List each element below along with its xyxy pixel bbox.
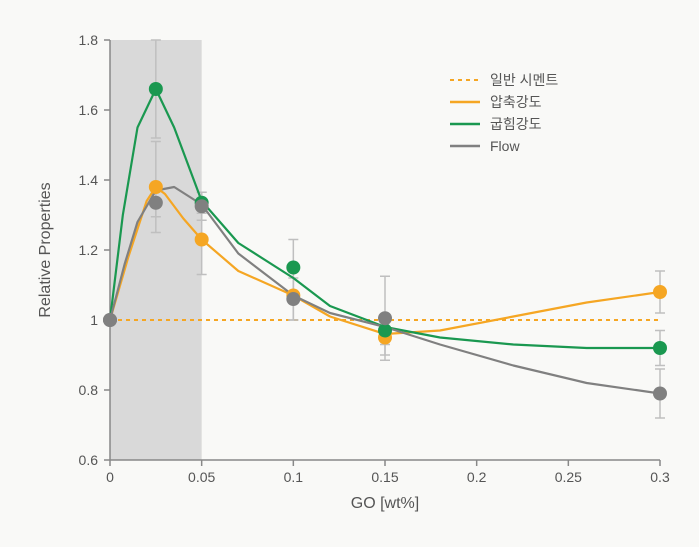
legend-label-ref: 일반 시멘트	[490, 72, 558, 88]
x-tick-label: 0.2	[467, 469, 487, 485]
y-tick-label: 1.8	[79, 32, 99, 48]
legend-label-flow: Flow	[490, 138, 520, 154]
origin-marker	[103, 313, 117, 327]
series-marker-flexural	[653, 341, 667, 355]
series-marker-flexural	[286, 261, 300, 275]
x-tick-label: 0.25	[555, 469, 582, 485]
chart-bg	[0, 0, 699, 547]
legend-label-compressive: 압축강도	[490, 94, 542, 110]
series-marker-flow	[195, 199, 209, 213]
x-tick-label: 0.1	[284, 469, 304, 485]
y-tick-label: 1.4	[79, 172, 99, 188]
y-axis-label: Relative Properties	[37, 182, 54, 317]
chart-svg: 0.6 0.8 1 1.2 1.4 1.6 1.8 0 0.05 0.1 0.15 0.2 0.25 0.…	[0, 0, 699, 547]
x-tick-label: 0.15	[371, 469, 398, 485]
series-marker-flow	[378, 311, 392, 325]
y-tick-label: 1	[90, 312, 98, 328]
series-marker-compressive	[653, 285, 667, 299]
y-tick-label: 0.8	[79, 382, 99, 398]
series-marker-compressive	[149, 180, 163, 194]
series-marker-compressive	[195, 233, 209, 247]
series-marker-flexural	[149, 82, 163, 96]
series-marker-flexural	[378, 324, 392, 338]
x-axis-label: GO [wt%]	[351, 495, 419, 512]
series-marker-flow	[653, 387, 667, 401]
series-marker-flow	[149, 196, 163, 210]
x-tick-label: 0.05	[188, 469, 215, 485]
legend-label-flexural: 굽힘강도	[490, 116, 542, 132]
x-tick-label: 0	[106, 469, 114, 485]
y-tick-label: 1.2	[79, 242, 99, 258]
y-tick-label: 1.6	[79, 102, 99, 118]
series-marker-flow	[286, 292, 300, 306]
x-tick-label: 0.3	[650, 469, 670, 485]
chart-container: 0.6 0.8 1 1.2 1.4 1.6 1.8 0 0.05 0.1 0.15 0.2 0.25 0.…	[0, 0, 699, 547]
y-tick-label: 0.6	[79, 452, 99, 468]
